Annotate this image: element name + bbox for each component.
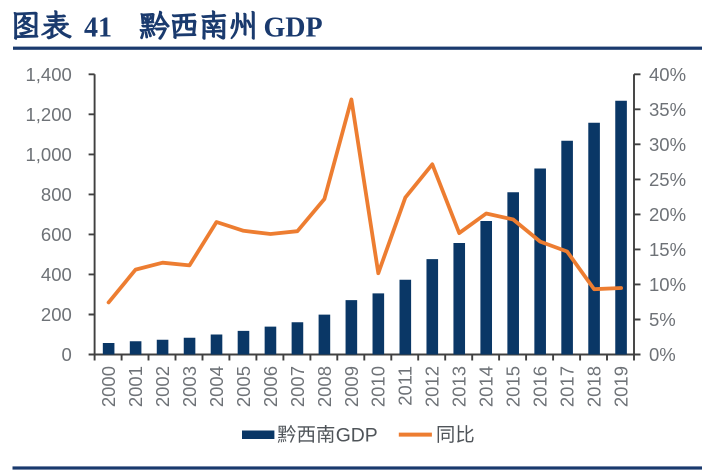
svg-text:2003: 2003 [179,366,200,407]
svg-text:1,400: 1,400 [26,64,72,85]
svg-text:25%: 25% [649,169,686,190]
svg-text:2012: 2012 [422,366,443,407]
svg-text:2010: 2010 [368,366,389,407]
svg-text:0%: 0% [649,344,676,365]
svg-text:30%: 30% [649,134,686,155]
svg-text:2006: 2006 [260,366,281,407]
svg-text:2016: 2016 [530,366,551,407]
svg-text:2013: 2013 [449,366,470,407]
svg-text:2015: 2015 [503,366,524,407]
svg-text:2005: 2005 [233,366,254,407]
svg-text:400: 400 [41,264,72,285]
svg-text:800: 800 [41,184,72,205]
svg-text:40%: 40% [649,64,686,85]
svg-text:2004: 2004 [206,366,227,407]
svg-text:200: 200 [41,304,72,325]
svg-text:2017: 2017 [557,366,578,407]
svg-text:GDP: GDP [264,12,323,43]
svg-text:600: 600 [41,224,72,245]
svg-text:GDP: GDP [336,424,378,446]
svg-text:2008: 2008 [314,366,335,407]
svg-text:2002: 2002 [152,366,173,407]
svg-text:41: 41 [84,12,112,43]
svg-text:2007: 2007 [287,366,308,407]
svg-text:2000: 2000 [98,366,119,407]
svg-text:1,000: 1,000 [26,144,72,165]
svg-text:35%: 35% [649,99,686,120]
svg-text:2001: 2001 [125,366,146,407]
svg-text:1,200: 1,200 [26,104,72,125]
svg-text:2014: 2014 [476,366,497,407]
svg-text:2009: 2009 [341,366,362,407]
svg-text:0: 0 [62,344,72,365]
svg-text:2019: 2019 [611,366,632,407]
svg-text:2011: 2011 [395,366,416,406]
svg-text:2018: 2018 [584,366,605,407]
svg-text:5%: 5% [649,309,676,330]
svg-text:15%: 15% [649,239,686,260]
svg-text:10%: 10% [649,274,686,295]
svg-text:20%: 20% [649,204,686,225]
